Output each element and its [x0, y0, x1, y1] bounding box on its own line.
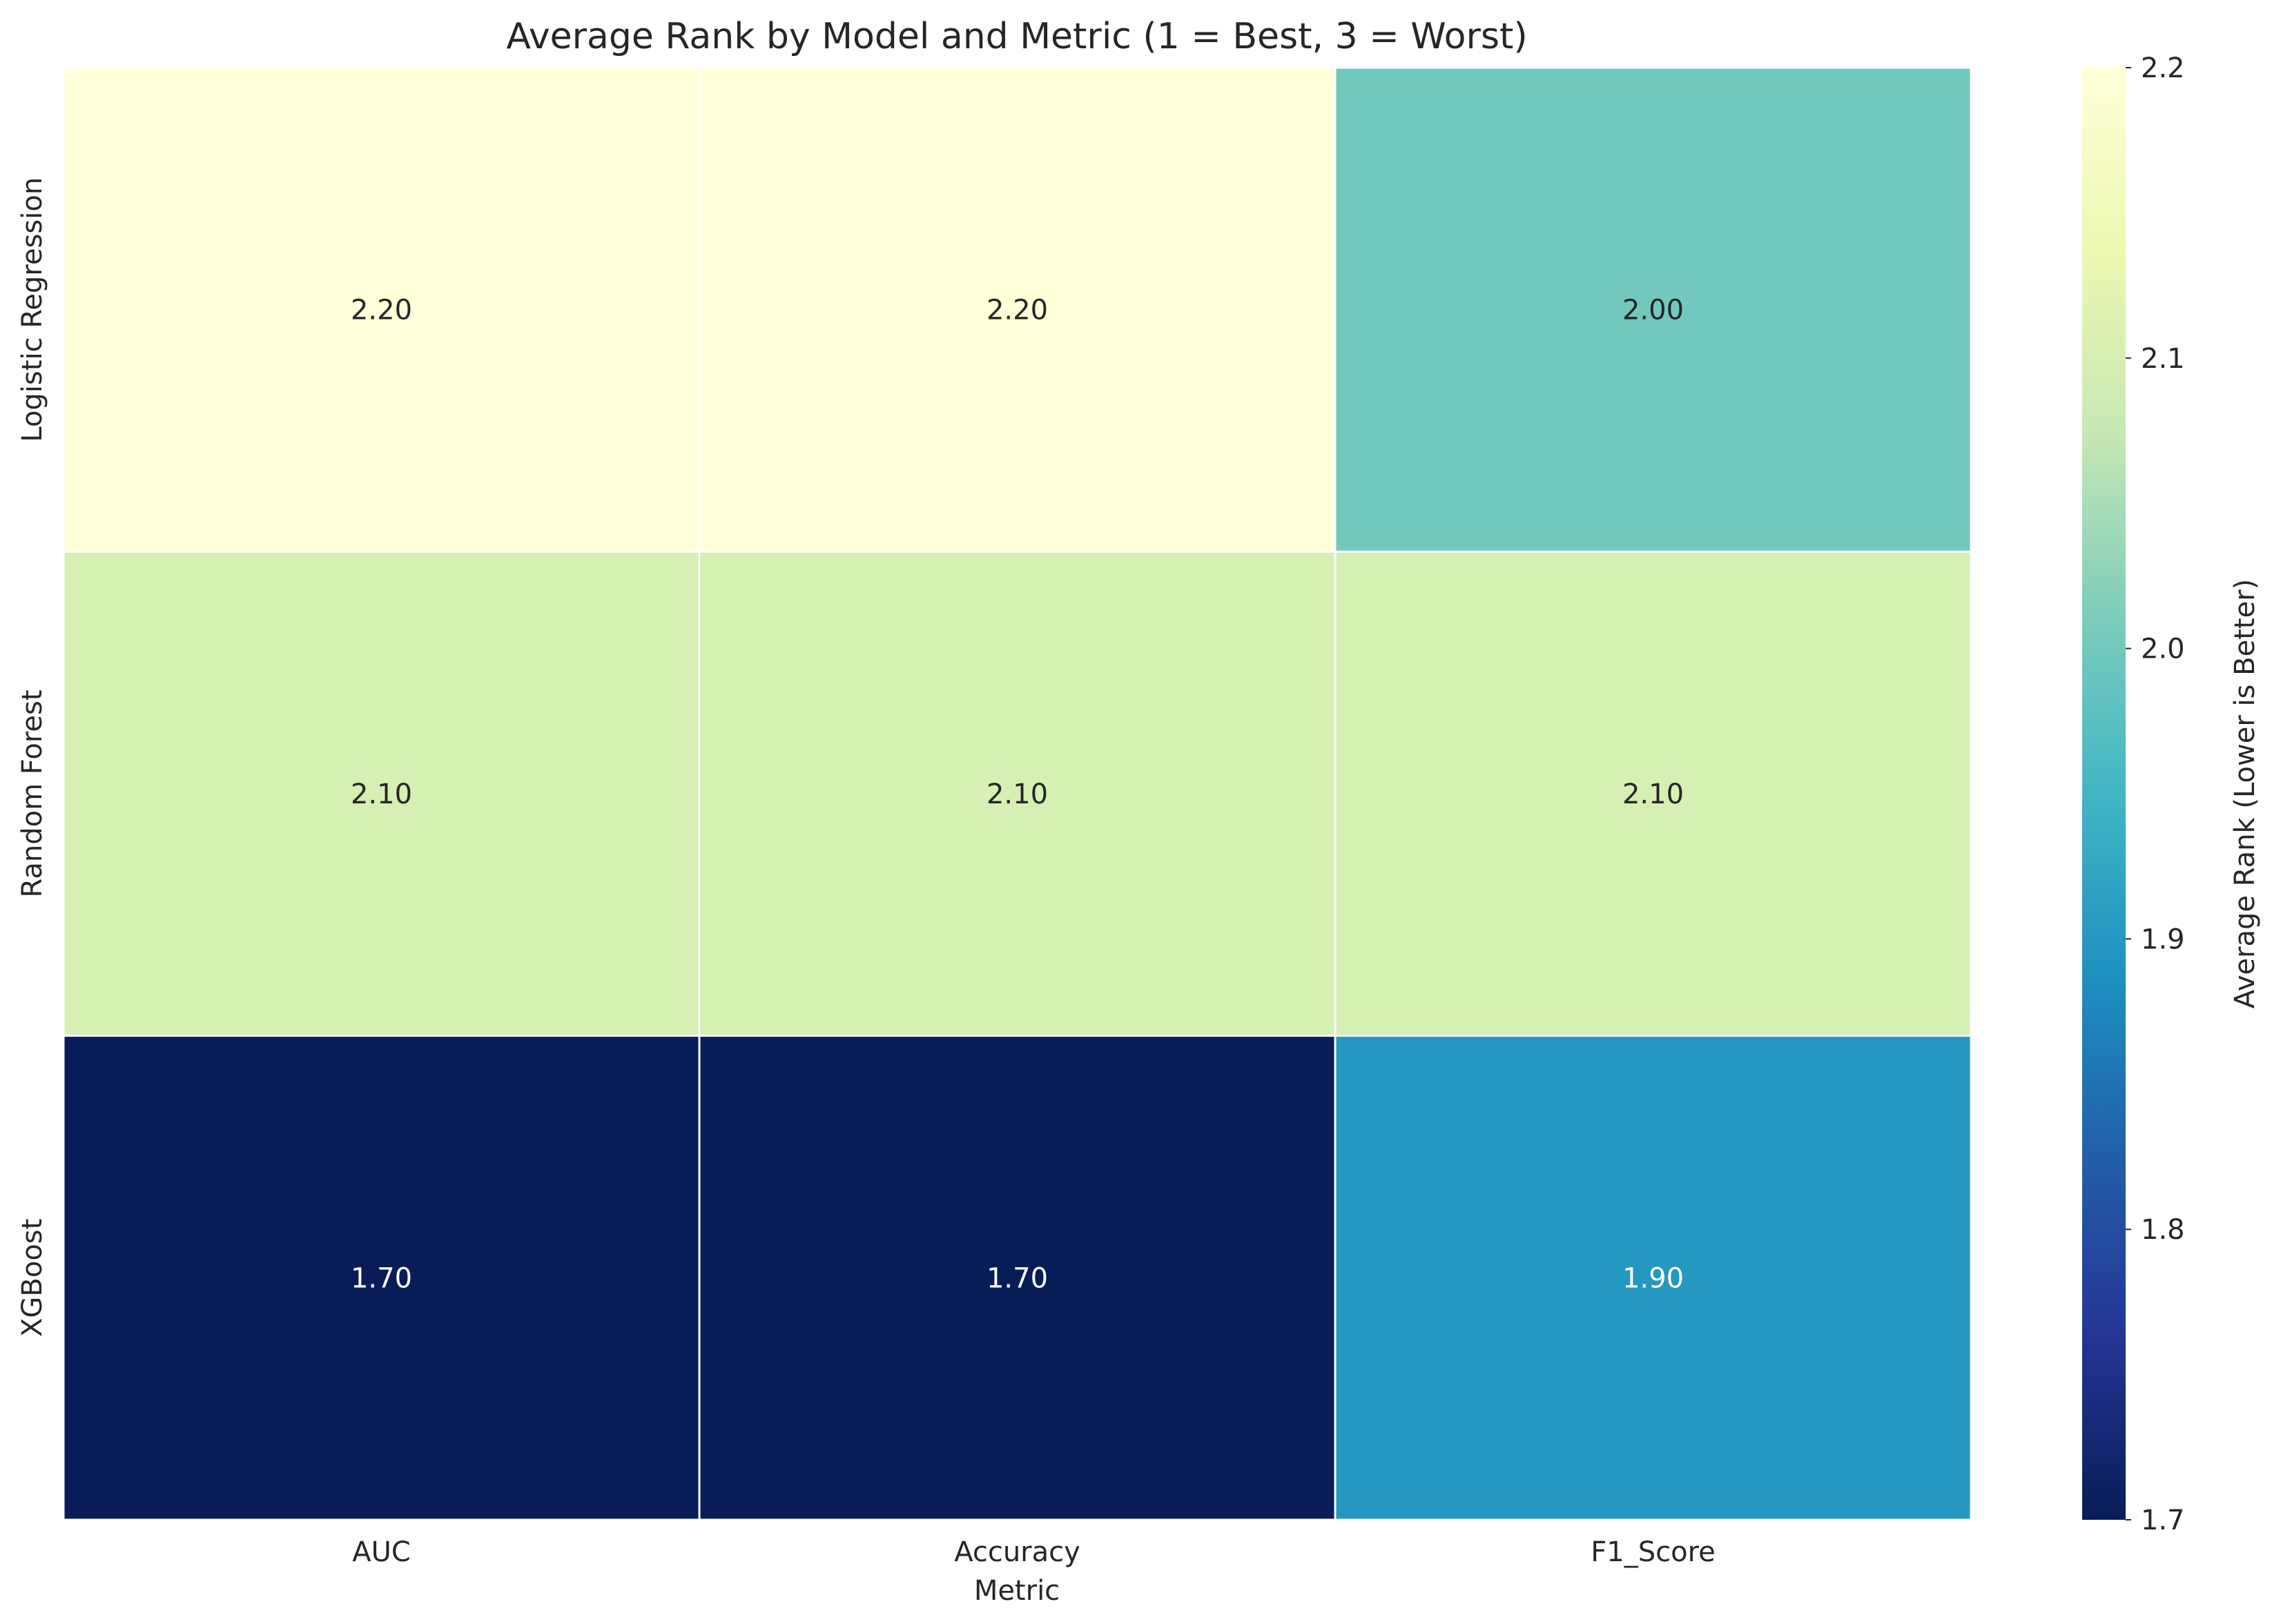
colorbar-tick-label: 1.8 — [2141, 1214, 2185, 1246]
x-tick-labels: AUC Accuracy F1_Score — [352, 1536, 1716, 1568]
cell-value-label: 2.00 — [1622, 295, 1684, 326]
heatmap-cells: 2.20 2.20 2.00 2.10 2.10 2.10 1.70 1.70 1.90 — [62, 66, 1972, 1521]
heatmap-cell — [698, 1035, 1337, 1521]
colorbar-tick-label: 1.9 — [2141, 923, 2185, 955]
colorbar-ticks: 1.7 1.8 1.9 2.0 2.1 2.2 — [2126, 52, 2185, 1536]
heatmap-cell — [1334, 66, 1972, 553]
x-tick-label: AUC — [352, 1536, 411, 1568]
cell-value-label: 1.90 — [1622, 1262, 1684, 1294]
y-tick-label: Logistic Regression — [17, 177, 48, 442]
cell-value-label: 2.10 — [987, 779, 1048, 810]
y-tick-label: XGBoost — [17, 1219, 48, 1337]
heatmap-cell — [1334, 1035, 1972, 1521]
cell-value-label: 2.10 — [1622, 779, 1684, 810]
colorbar-tick-label: 2.0 — [2141, 634, 2185, 665]
cell-value-label: 1.70 — [987, 1262, 1048, 1294]
heatmap-cell — [1334, 550, 1972, 1037]
colorbar-tick-label: 2.1 — [2141, 343, 2185, 375]
heatmap-cell — [698, 66, 1337, 553]
y-tick-label: Random Forest — [17, 689, 48, 897]
y-tick-labels: Logistic Regression Random Forest XGBoost — [17, 177, 48, 1337]
heatmap-cell — [62, 550, 701, 1037]
colorbar-gradient — [2082, 68, 2126, 1520]
colorbar-label: Average Rank (Lower is Better) — [2229, 579, 2261, 1009]
cell-value-label: 2.20 — [987, 295, 1048, 326]
colorbar: 1.7 1.8 1.9 2.0 2.1 2.2 Average Rank (Lower i… — [2082, 52, 2261, 1536]
colorbar-tick-label: 1.7 — [2141, 1505, 2185, 1536]
cell-value-label: 2.10 — [351, 779, 412, 810]
heatmap-cell — [62, 66, 701, 553]
colorbar-tick-label: 2.2 — [2141, 52, 2185, 84]
x-axis-label: Metric — [974, 1575, 1060, 1607]
x-tick-label: Accuracy — [954, 1536, 1080, 1568]
x-tick-label: F1_Score — [1591, 1536, 1716, 1568]
cell-value-label: 1.70 — [351, 1262, 412, 1294]
heatmap-cell — [698, 550, 1337, 1037]
chart-title: Average Rank by Model and Metric (1 = Be… — [506, 16, 1527, 57]
cell-value-label: 2.20 — [351, 295, 412, 326]
heatmap-cell — [62, 1035, 701, 1521]
